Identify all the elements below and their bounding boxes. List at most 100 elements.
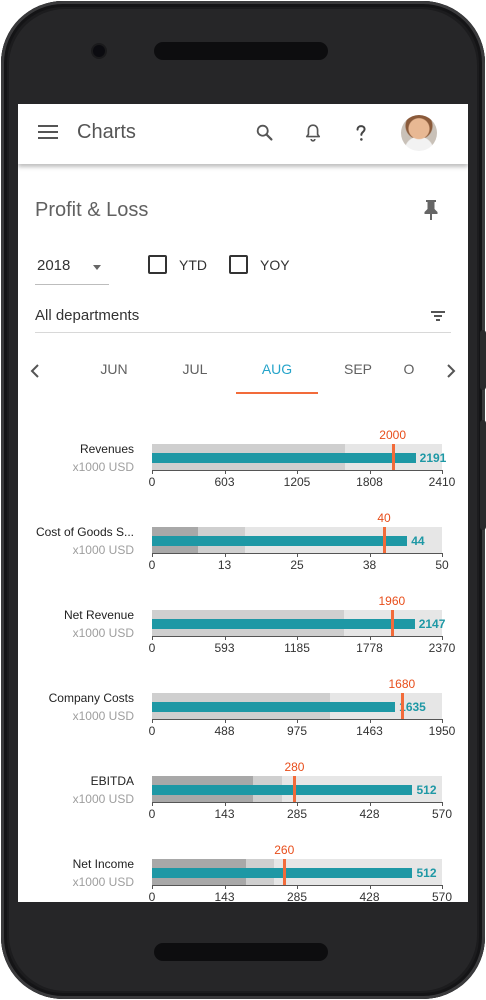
chart-2-tick-label-2: 1185 xyxy=(284,641,310,655)
chart-0-value-label: 2191 xyxy=(419,451,447,465)
pin-icon[interactable] xyxy=(422,199,440,221)
chart-0-target-marker xyxy=(391,444,395,470)
department-filter[interactable]: All departments xyxy=(35,303,451,333)
chart-4-tick-label-2: 285 xyxy=(286,807,308,821)
search-icon[interactable] xyxy=(254,122,276,144)
tab-month-jun[interactable]: JUN xyxy=(100,361,128,377)
chart-1-tick-label-1: 13 xyxy=(217,558,232,572)
filter-icon[interactable] xyxy=(431,311,445,321)
chart-1-tick-1 xyxy=(224,553,226,557)
chart-5-target-label: 260 xyxy=(274,843,295,857)
chart-0-tick-label-1: 603 xyxy=(214,475,235,489)
chart-3-tick-0 xyxy=(152,719,153,723)
year-value: 2018 xyxy=(37,257,71,274)
chart-2-tick-label-1: 593 xyxy=(214,641,235,655)
tab-month-sep[interactable]: SEP xyxy=(343,361,372,377)
chart-5-tick-label-1: 143 xyxy=(214,890,235,902)
tab-month-jul[interactable]: JUL xyxy=(182,361,208,377)
chart-3-tick-2 xyxy=(297,719,298,723)
chart-3-tick-label-2: 975 xyxy=(286,724,308,738)
volume-button xyxy=(480,420,486,530)
chart-3-target-marker xyxy=(400,693,404,719)
chart-2-tick-label-0: 0 xyxy=(148,641,156,655)
chart-3-unit: x1000 USD xyxy=(72,709,134,723)
ytd-checkbox[interactable] xyxy=(148,255,167,274)
chart-4-value-bar xyxy=(152,785,413,795)
chart-2-value-bar xyxy=(152,619,415,629)
yoy-label: YOY xyxy=(260,257,290,273)
chart-2-tick-0 xyxy=(152,636,153,640)
bullet-charts: Revenues x1000 USD 2191 2000 0 603 1205 1808 241… xyxy=(18,104,468,902)
chart-5-tick-label-2: 285 xyxy=(286,890,308,902)
chart-3-tick-3 xyxy=(369,719,371,723)
avatar[interactable] xyxy=(401,115,437,151)
chart-0-value-bar xyxy=(152,453,416,463)
chart-1-tick-label-3: 38 xyxy=(362,558,377,572)
earpiece-speaker xyxy=(154,42,328,60)
chart-5-tick-label-3: 428 xyxy=(359,890,380,902)
chart-0-tick-2 xyxy=(297,470,298,474)
chart-4-tick-label-0: 0 xyxy=(148,807,156,821)
chart-5-tick-3 xyxy=(369,885,371,889)
chart-5-tick-label-4: 570 xyxy=(431,890,453,902)
front-camera xyxy=(93,45,105,57)
chart-3-tick-label-0: 0 xyxy=(148,724,156,738)
bottom-speaker xyxy=(154,943,328,961)
chart-1-tick-2 xyxy=(297,553,298,557)
chart-2-target-label: 1960 xyxy=(378,594,406,608)
chart-4-tick-3 xyxy=(369,802,371,806)
bell-icon[interactable] xyxy=(302,122,324,144)
tab-month-aug[interactable]: AUG xyxy=(261,361,293,377)
chart-2-tick-1 xyxy=(224,636,226,640)
chart-1-tick-4 xyxy=(442,553,443,557)
chevron-right-icon[interactable] xyxy=(446,363,456,379)
screen: Charts Profit & Loss 2018 YTD YOY All de… xyxy=(18,104,468,902)
chart-5-tick-2 xyxy=(297,885,298,889)
chart-3-title: Company Costs xyxy=(48,691,134,705)
chart-4-title: EBITDA xyxy=(90,774,134,788)
chart-2-tick-label-3: 1778 xyxy=(356,641,383,655)
chart-4-tick-label-3: 428 xyxy=(359,807,380,821)
tab-month-oct[interactable]: O xyxy=(403,361,415,377)
chart-0-tick-label-0: 0 xyxy=(148,475,156,489)
help-icon[interactable] xyxy=(350,122,372,144)
yoy-checkbox[interactable] xyxy=(229,255,248,274)
chart-2-tick-3 xyxy=(369,636,371,640)
year-select[interactable]: 2018 xyxy=(35,249,109,285)
active-tab-indicator xyxy=(236,392,318,394)
card-title: Profit & Loss xyxy=(35,199,149,221)
chart-4-tick-2 xyxy=(297,802,298,806)
chart-5-tick-4 xyxy=(442,885,443,889)
power-button xyxy=(480,330,486,390)
chart-3-value-bar xyxy=(152,702,396,712)
month-tabs: JUN JUL AUG SEP O xyxy=(18,349,468,395)
chart-4-tick-4 xyxy=(442,802,443,806)
chart-5-target-marker xyxy=(283,859,287,885)
chart-0-tick-4 xyxy=(442,470,443,474)
chart-0-tick-3 xyxy=(369,470,371,474)
chart-1-title: Cost of Goods S... xyxy=(35,525,134,539)
chart-4-tick-label-4: 570 xyxy=(431,807,453,821)
chart-5-title: Net Income xyxy=(72,857,134,871)
chart-1-target-label: 40 xyxy=(377,511,391,525)
chart-0-tick-label-4: 2410 xyxy=(428,475,456,489)
chart-2-tick-label-4: 2370 xyxy=(428,641,456,655)
chart-0-tick-label-2: 1205 xyxy=(283,475,311,489)
chart-5-tick-1 xyxy=(224,885,226,889)
chart-5-tick-0 xyxy=(152,885,153,889)
chart-1-value-bar xyxy=(152,536,408,546)
chart-3-target-label: 1680 xyxy=(388,677,416,691)
menu-icon[interactable] xyxy=(38,125,58,139)
chart-3-tick-4 xyxy=(442,719,443,723)
department-label: All departments xyxy=(35,307,140,324)
chart-4-tick-1 xyxy=(224,802,226,806)
chart-0-tick-label-3: 1808 xyxy=(356,475,383,489)
chart-5-value-bar xyxy=(152,868,413,878)
chart-1-tick-label-2: 25 xyxy=(290,558,304,572)
chevron-left-icon[interactable] xyxy=(30,363,40,379)
app-bar: Charts xyxy=(18,104,468,164)
chart-2-unit: x1000 USD xyxy=(72,626,134,640)
app-title: Charts xyxy=(77,121,136,143)
chart-0-target-label: 2000 xyxy=(379,428,406,442)
chart-2-target-marker xyxy=(390,610,394,636)
